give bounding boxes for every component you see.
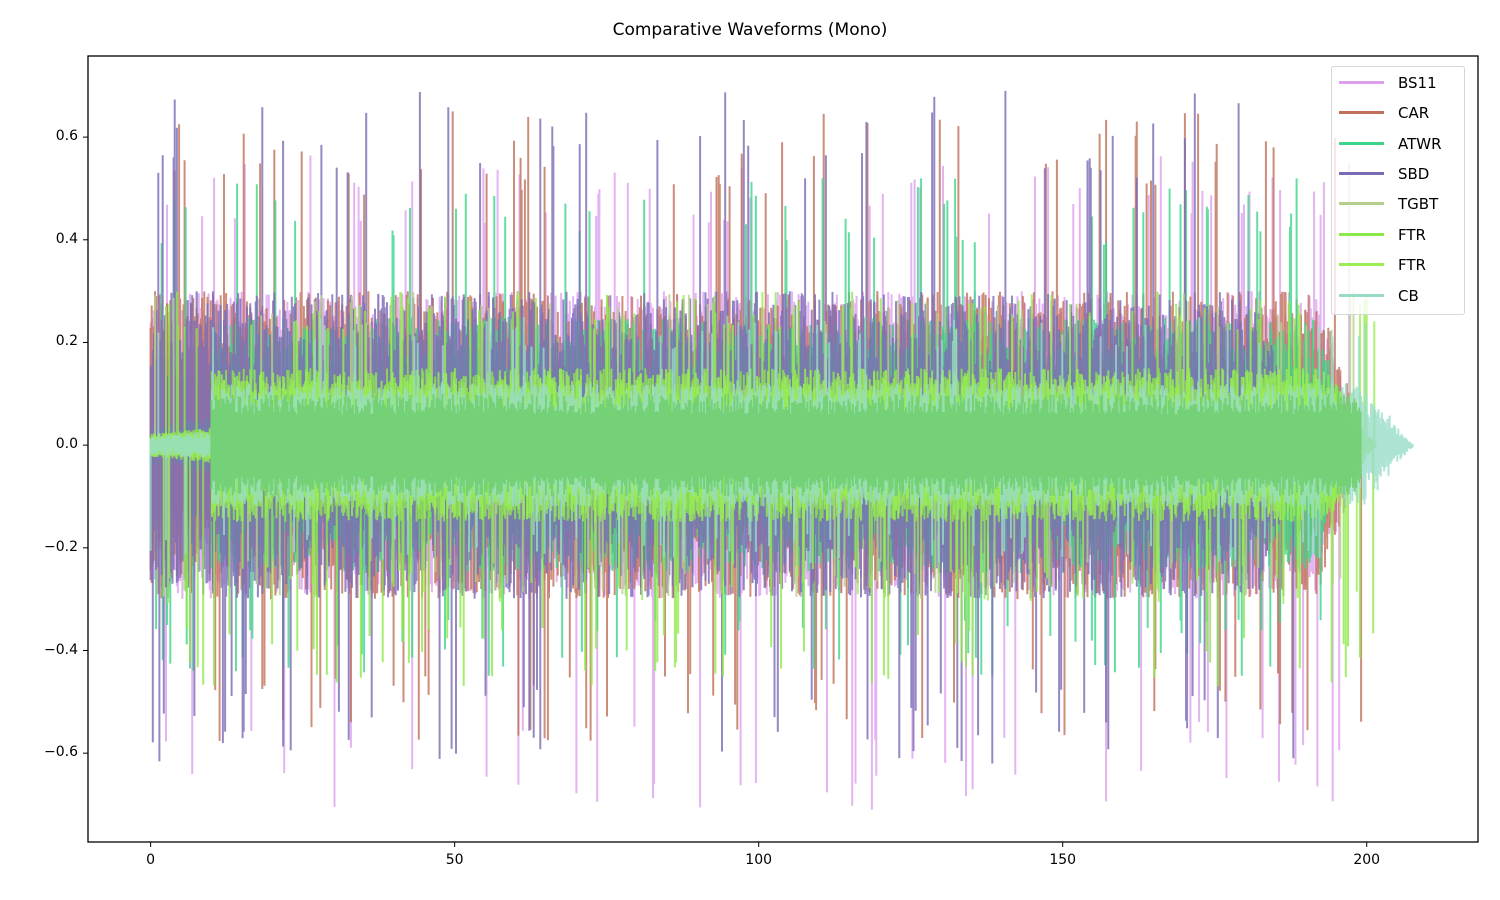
y-tick-label: −0.4 (44, 641, 78, 658)
axes-frame (87, 55, 1479, 843)
legend-label: FTR (1398, 226, 1426, 244)
legend-item-cb: CB (1332, 285, 1466, 307)
legend-item-car: CAR (1332, 102, 1466, 124)
legend-label: CB (1398, 287, 1419, 305)
legend-swatch (1339, 233, 1384, 236)
x-tick-label: 100 (745, 852, 773, 868)
y-tick-label: 0.0 (55, 436, 78, 453)
legend-item-tgbt: TGBT (1332, 193, 1466, 215)
legend-item-sbd: SBD (1332, 163, 1466, 185)
legend-label: SBD (1398, 165, 1430, 183)
y-tick-label: −0.6 (44, 744, 78, 761)
y-tick-label: 0.4 (55, 230, 78, 247)
legend-label: FTR (1398, 256, 1426, 274)
y-tick-label: 0.2 (55, 333, 78, 350)
legend-item-bs11: BS11 (1332, 72, 1466, 94)
legend-swatch (1339, 142, 1384, 145)
legend-item-atwr: ATWR (1332, 133, 1466, 155)
x-tick-label: 0 (146, 852, 156, 868)
x-tick-label: 150 (1049, 852, 1077, 868)
chart-title: Comparative Waveforms (Mono) (612, 20, 888, 40)
legend-swatch (1339, 111, 1384, 114)
legend-swatch (1339, 202, 1384, 205)
x-tick-label: 50 (445, 852, 464, 868)
axis-ticks (83, 136, 1368, 847)
legend-label: ATWR (1398, 135, 1442, 153)
legend-swatch (1339, 172, 1384, 175)
center-overlap-band (210, 393, 1362, 497)
legend-item-ftr: FTR (1332, 224, 1466, 246)
y-tick-label: 0.6 (55, 128, 78, 145)
legend-item-ftr-2: FTR (1332, 254, 1466, 276)
legend-swatch (1339, 263, 1384, 266)
x-tick-label: 200 (1353, 852, 1381, 868)
legend-label: TGBT (1398, 195, 1439, 213)
legend: BS11 CAR ATWR SBD TGBT FTR FTR CB (1331, 66, 1465, 315)
y-tick-label: −0.2 (44, 538, 78, 555)
legend-swatch (1339, 81, 1384, 84)
legend-swatch (1339, 294, 1384, 297)
legend-label: BS11 (1398, 74, 1437, 92)
legend-label: CAR (1398, 104, 1430, 122)
waveform-series-group (149, 90, 1414, 810)
